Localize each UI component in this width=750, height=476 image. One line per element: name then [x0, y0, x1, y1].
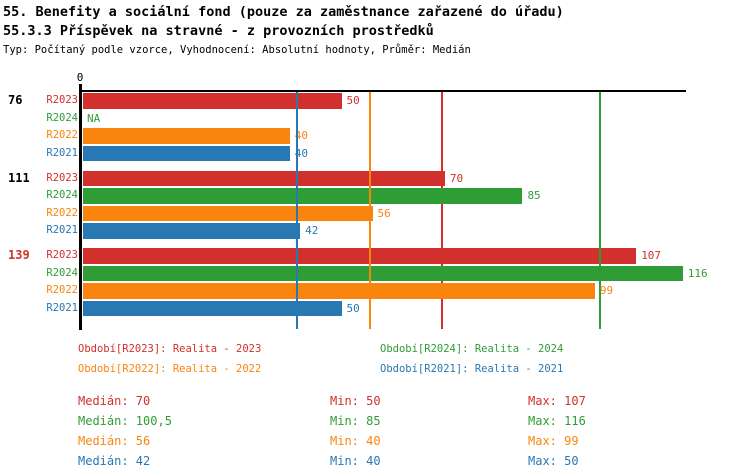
median-line-R2023 — [440, 92, 443, 329]
bar-value-label: 50 — [346, 301, 360, 315]
axis-zero-tick-label: 0 — [76, 71, 84, 84]
legend-item-R2024: Období[R2024]: Realita - 2024 — [380, 343, 564, 355]
stat-max-R2021: Max: 50 — [528, 454, 579, 468]
chart-title-line1: 55. Benefity a sociální fond (pouze za z… — [3, 4, 564, 20]
stat-min-R2023: Min: 50 — [330, 394, 381, 408]
series-label-R2023: R2023 — [46, 94, 78, 106]
stat-min-R2021: Min: 40 — [330, 454, 381, 468]
group-label: 139 — [8, 248, 30, 262]
legend-item-R2022: Období[R2022]: Realita - 2022 — [78, 363, 262, 375]
bar-R2023 — [83, 170, 445, 186]
bar-R2022 — [83, 128, 290, 144]
bar-value-label: 70 — [449, 171, 464, 185]
stat-median-R2021: Medián: 42 — [78, 454, 151, 468]
group-label: 76 — [8, 93, 23, 107]
bar-value-label: 99 — [599, 284, 614, 297]
median-line-R2022 — [368, 92, 371, 329]
legend-item-R2023: Období[R2023]: Realita - 2023 — [78, 343, 262, 355]
bar-R2022 — [83, 283, 595, 299]
series-label-R2024: R2024 — [46, 189, 78, 201]
bar-R2024 — [83, 188, 523, 204]
series-label-R2022: R2022 — [46, 129, 78, 141]
series-label-R2021: R2021 — [46, 301, 78, 314]
bar-R2021 — [83, 223, 301, 239]
stat-max-R2024: Max: 116 — [528, 414, 586, 428]
stat-median-R2024: Medián: 100,5 — [78, 414, 172, 428]
stat-min-R2024: Min: 85 — [330, 414, 381, 428]
group-label: 111 — [8, 170, 30, 185]
value-axis-spine — [79, 84, 82, 330]
bar-value-label: 107 — [641, 249, 662, 262]
stat-median-R2023: Medián: 70 — [78, 394, 151, 408]
bar-value-label: 42 — [305, 224, 319, 237]
bar-R2021 — [83, 145, 290, 161]
series-label-R2024: R2024 — [46, 111, 78, 124]
stat-max-R2023: Max: 107 — [528, 394, 586, 408]
bar-value-label: 50 — [346, 94, 360, 107]
series-label-R2023: R2023 — [46, 171, 78, 184]
series-label-R2022: R2022 — [46, 284, 78, 296]
series-label-R2021: R2021 — [46, 146, 78, 159]
bar-value-label: NA — [87, 111, 101, 125]
stat-median-R2022: Medián: 56 — [78, 434, 151, 448]
bar-R2021 — [83, 300, 342, 316]
stat-max-R2022: Max: 99 — [528, 434, 579, 448]
chart-subtitle: Typ: Počítaný podle vzorce, Vyhodnocení:… — [3, 44, 471, 56]
median-line-R2021 — [296, 92, 299, 329]
bar-value-label: 116 — [687, 266, 708, 280]
series-label-R2023: R2023 — [46, 249, 78, 261]
series-label-R2022: R2022 — [46, 206, 78, 219]
bar-value-label: 85 — [527, 189, 541, 202]
chart-title-line2: 55.3.3 Příspěvek na stravné - z provozní… — [3, 23, 434, 39]
legend-item-R2021: Období[R2021]: Realita - 2021 — [380, 363, 564, 375]
bar-chart: 0 76 R2023 50 R2024 NA R2022 40 R2021 40 111 R2023… — [8, 71, 708, 330]
axis-top-line — [79, 90, 686, 92]
bar-R2023 — [83, 93, 342, 109]
series-label-R2021: R2021 — [46, 224, 78, 236]
bar-R2022 — [83, 205, 373, 221]
series-label-R2024: R2024 — [46, 266, 78, 279]
median-line-R2024 — [598, 92, 601, 329]
bar-R2023 — [83, 248, 637, 264]
bar-value-label: 56 — [377, 206, 391, 220]
bar-R2024 — [83, 265, 683, 281]
stat-min-R2022: Min: 40 — [330, 434, 381, 448]
